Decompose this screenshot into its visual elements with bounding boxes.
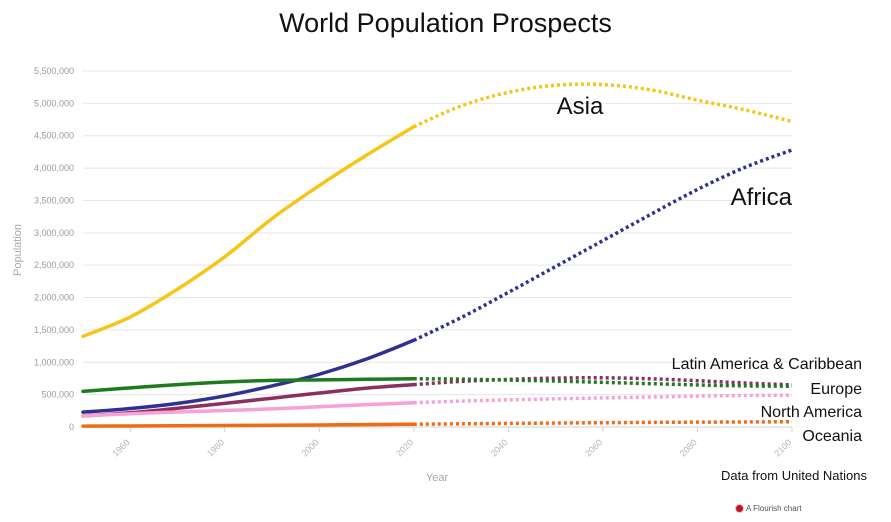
y-tick-label: 3,500,000 <box>34 195 74 205</box>
y-axis-label: Population <box>12 224 24 276</box>
x-tick-label: 2020 <box>394 437 415 458</box>
y-tick-label: 4,000,000 <box>34 163 74 173</box>
x-tick-label: 1960 <box>110 437 131 458</box>
source-note: Data from United Nations <box>721 468 867 483</box>
y-tick-label: 2,500,000 <box>34 260 74 270</box>
series-line-oceania-historical <box>81 422 416 428</box>
series-label-oceania: Oceania <box>802 428 862 445</box>
y-tick-label: 1,000,000 <box>34 357 74 367</box>
y-tick-label: 5,000,000 <box>34 98 74 108</box>
chart-title: World Population Prospects <box>279 8 612 38</box>
y-tick-label: 4,500,000 <box>34 131 74 141</box>
series-labels: Asia Africa Latin America & Caribbean Europ… <box>557 93 862 445</box>
series-line-europe-projection <box>413 377 793 388</box>
series-line-africa-projection <box>413 148 793 342</box>
gridlines <box>83 70 792 428</box>
x-axis-label: Year <box>426 472 449 484</box>
series-label-asia: Asia <box>557 93 604 120</box>
x-tick-label: 2060 <box>583 437 604 458</box>
series-line-oceania-projection <box>413 419 793 426</box>
series-line-africa-historical <box>81 338 416 414</box>
series-line-north-america-historical <box>81 400 416 418</box>
x-tick-label: 2100 <box>772 437 793 458</box>
x-tick-label: 2000 <box>300 437 321 458</box>
y-tick-label: 3,000,000 <box>34 228 74 238</box>
series-label-latin-america-caribbean: Latin America & Caribbean <box>672 356 862 373</box>
series-line-north-america-projection <box>413 393 793 405</box>
x-tick-label: 2040 <box>489 437 510 458</box>
series-line-asia-historical <box>81 124 416 339</box>
flourish-credit-text: A Flourish chart <box>746 504 802 513</box>
series-label-north-america: North America <box>761 404 862 421</box>
series-label-africa: Africa <box>731 184 793 211</box>
series-line-europe-historical <box>81 377 416 394</box>
y-tick-label: 1,500,000 <box>34 325 74 335</box>
y-axis-ticks: 0 500,000 1,000,000 1,500,000 2,000,000 2,500… <box>34 66 74 432</box>
series-line-asia-projection <box>413 82 793 129</box>
x-axis-ticks: 1960 1980 2000 2020 2040 2060 2080 2100 <box>110 427 793 459</box>
series-label-europe: Europe <box>810 381 862 398</box>
y-tick-label: 2,000,000 <box>34 293 74 303</box>
series-lines <box>81 82 793 428</box>
x-tick-label: 1980 <box>205 437 226 458</box>
y-tick-label: 500,000 <box>41 390 74 400</box>
flourish-credit[interactable]: A Flourish chart <box>736 504 802 513</box>
y-tick-label: 0 <box>69 422 74 432</box>
x-tick-label: 2080 <box>678 437 699 458</box>
y-tick-label: 5,500,000 <box>34 66 74 76</box>
flourish-logo-icon <box>736 505 743 512</box>
